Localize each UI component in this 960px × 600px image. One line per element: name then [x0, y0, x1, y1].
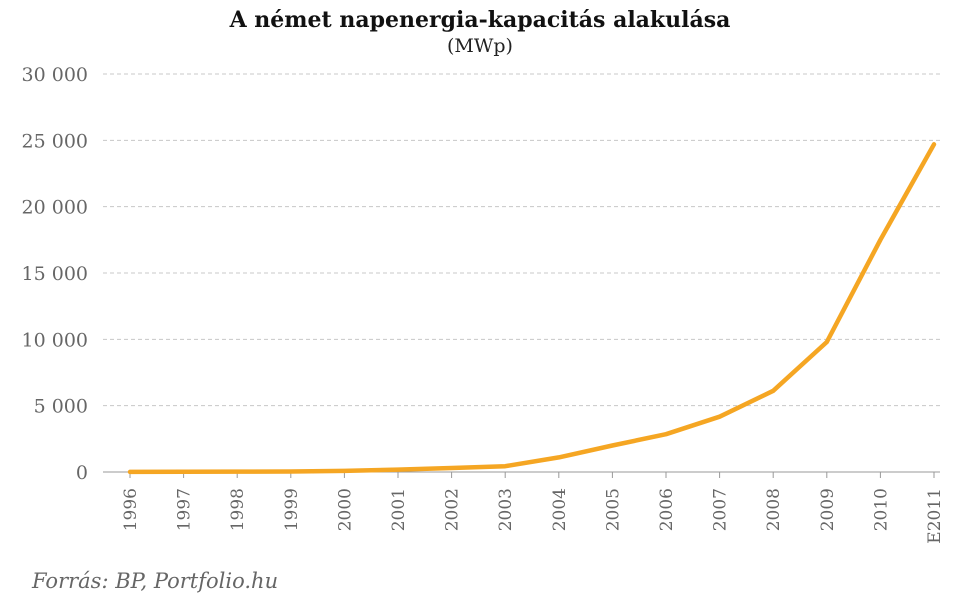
source-note: Forrás: BP, Portfolio.hu [31, 569, 278, 593]
y-tick-label: 10 000 [22, 329, 88, 351]
x-tick-label: 2000 [335, 488, 355, 531]
x-tick-label: 1999 [282, 488, 302, 531]
y-tick-label: 25 000 [22, 130, 88, 152]
y-axis-tick-labels: 0 5 000 10 000 15 000 20 000 25 000 30 000 [22, 64, 88, 484]
x-tick-label: 1997 [175, 488, 195, 531]
chart-subtitle: (MWp) [447, 35, 513, 57]
y-tick-label: 15 000 [22, 263, 88, 285]
x-tick-label: 1998 [228, 488, 248, 531]
x-tick-label: 2004 [550, 488, 570, 531]
x-tick-label: 2009 [818, 488, 838, 531]
x-tick-label: 2001 [389, 488, 409, 531]
x-tick-label: 2010 [871, 488, 891, 531]
x-tick-label: 1996 [121, 488, 141, 531]
x-tick-label: 2007 [711, 488, 731, 531]
x-tick-label: E2011 [925, 488, 945, 544]
x-tick-label: 2002 [443, 488, 463, 531]
x-tick-label: 2005 [603, 488, 623, 531]
x-tick-label: 2008 [764, 488, 784, 531]
y-tick-label: 20 000 [22, 197, 88, 219]
series-layer [127, 142, 937, 475]
x-tick-label: 2003 [496, 488, 516, 531]
x-axis-tick-labels: 1996 1997 1998 1999 2000 2001 2002 2003 2004 2005… [121, 472, 945, 544]
series-line [127, 142, 937, 475]
y-tick-label: 5 000 [34, 396, 88, 418]
chart-title: A német napenergia-kapacitás alakulása [229, 7, 731, 33]
x-tick-label: 2006 [657, 488, 677, 531]
y-tick-label: 0 [76, 462, 88, 484]
y-tick-label: 30 000 [22, 64, 88, 86]
